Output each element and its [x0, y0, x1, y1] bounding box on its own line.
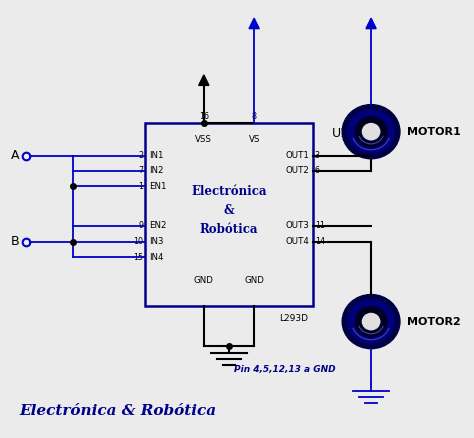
Circle shape: [348, 300, 394, 343]
Bar: [145, 123, 313, 306]
Text: 3: 3: [315, 151, 319, 160]
Text: OUT1: OUT1: [285, 151, 309, 160]
Text: 2: 2: [138, 151, 143, 160]
Text: Pin 4,5,12,13 a GND: Pin 4,5,12,13 a GND: [234, 365, 335, 374]
Polygon shape: [366, 18, 376, 28]
Text: GND: GND: [194, 276, 214, 286]
Circle shape: [363, 124, 380, 140]
Text: 8: 8: [252, 112, 256, 121]
Text: Electrónica
&
Robótica: Electrónica & Robótica: [191, 185, 267, 236]
Text: GND: GND: [244, 276, 264, 286]
Text: MOTOR2: MOTOR2: [407, 317, 461, 327]
Text: B: B: [11, 235, 19, 248]
Text: IN3: IN3: [149, 237, 164, 246]
Polygon shape: [249, 18, 259, 28]
Text: 10: 10: [133, 237, 143, 246]
Text: 15: 15: [133, 253, 143, 262]
Text: VSS: VSS: [195, 135, 212, 144]
Text: 16: 16: [199, 112, 209, 121]
Text: 7: 7: [138, 166, 143, 176]
Text: IN4: IN4: [149, 253, 164, 262]
Text: VS: VS: [248, 135, 260, 144]
Text: OUT4: OUT4: [285, 237, 309, 246]
Text: EN1: EN1: [149, 182, 166, 191]
Text: IN2: IN2: [149, 166, 164, 176]
Circle shape: [355, 307, 387, 336]
Text: 14: 14: [315, 237, 325, 246]
Circle shape: [363, 314, 380, 330]
Polygon shape: [199, 75, 209, 85]
Text: IN1: IN1: [149, 151, 164, 160]
Text: L293D: L293D: [279, 314, 308, 323]
Text: 11: 11: [315, 221, 325, 230]
Circle shape: [342, 294, 400, 349]
Text: MOTOR1: MOTOR1: [407, 127, 461, 137]
Text: U1: U1: [331, 127, 348, 140]
Text: EN2: EN2: [149, 221, 166, 230]
Text: Electrónica & Robótica: Electrónica & Robótica: [19, 404, 217, 418]
Circle shape: [348, 110, 394, 153]
Text: 9: 9: [138, 221, 143, 230]
Text: 6: 6: [315, 166, 319, 176]
Text: 1: 1: [138, 182, 143, 191]
Circle shape: [355, 117, 387, 147]
Text: OUT2: OUT2: [285, 166, 309, 176]
Text: OUT3: OUT3: [285, 221, 309, 230]
Circle shape: [342, 105, 400, 159]
Text: A: A: [11, 149, 19, 162]
